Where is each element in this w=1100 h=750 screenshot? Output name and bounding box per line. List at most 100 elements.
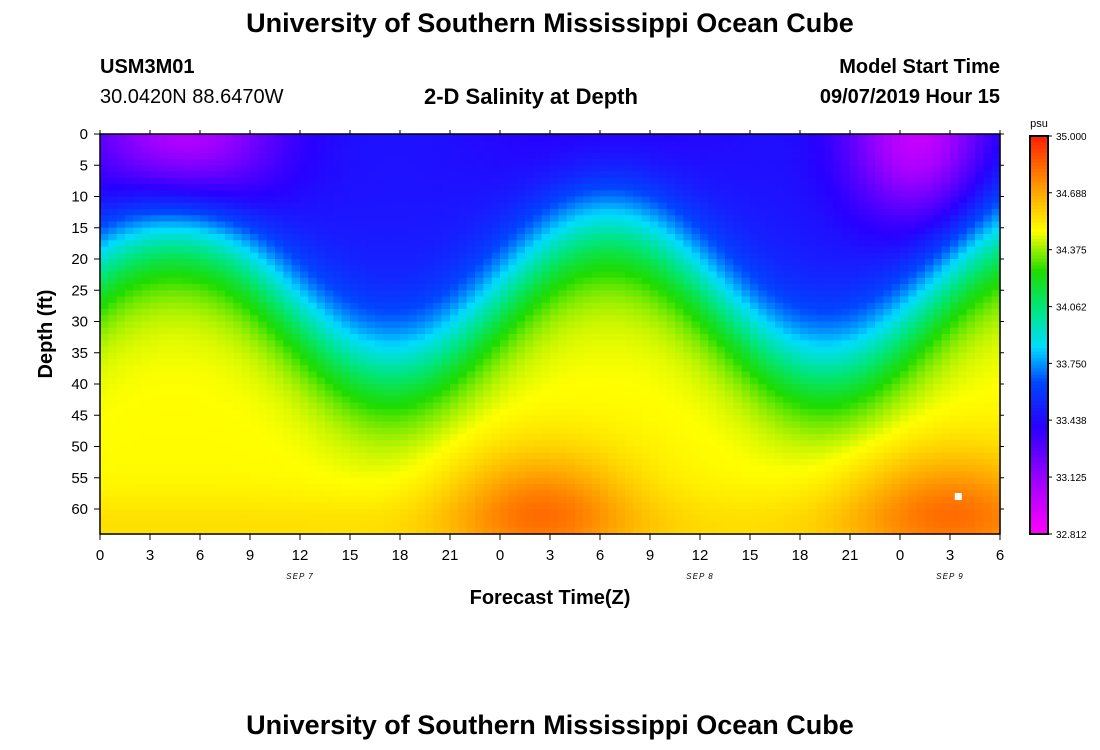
heatmap-cell <box>583 490 593 498</box>
heatmap-cell <box>125 509 134 516</box>
heatmap-cell <box>233 209 243 216</box>
heatmap-cell <box>308 465 318 473</box>
heatmap-cell <box>708 377 718 385</box>
heatmap-cell <box>125 421 134 429</box>
heatmap-cell <box>208 471 218 479</box>
heatmap-cell <box>725 384 734 391</box>
heatmap-cell <box>316 190 326 198</box>
heatmap-cell <box>533 377 543 385</box>
heatmap-cell <box>416 221 426 229</box>
heatmap-cell <box>633 277 643 285</box>
heatmap-cell <box>283 234 293 241</box>
heatmap-cell <box>591 484 601 491</box>
heatmap-cell <box>225 252 234 260</box>
heatmap-cell <box>500 190 509 198</box>
heatmap-cell <box>508 509 518 516</box>
heatmap-cell <box>350 352 359 360</box>
heatmap-cell <box>116 490 126 498</box>
heatmap-cell <box>625 190 634 198</box>
heatmap-cell <box>583 465 593 473</box>
heatmap-cell <box>683 215 693 223</box>
heatmap-cell <box>691 490 701 498</box>
heatmap-cell <box>558 177 568 185</box>
heatmap-cell <box>450 496 459 504</box>
heatmap-cell <box>675 265 684 273</box>
heatmap-cell <box>291 171 301 179</box>
heatmap-cell <box>141 509 151 516</box>
heatmap-cell <box>250 202 259 210</box>
heatmap-cell <box>491 459 501 466</box>
heatmap-cell <box>133 152 143 160</box>
heatmap-cell <box>266 434 276 441</box>
heatmap-cell <box>341 234 351 241</box>
heatmap-cell <box>658 184 668 191</box>
heatmap-cell <box>166 477 176 485</box>
heatmap-cell <box>458 246 468 254</box>
heatmap-cell <box>250 315 259 323</box>
heatmap-cell <box>316 384 326 391</box>
heatmap-cell <box>150 346 159 354</box>
heatmap-cell <box>208 184 218 191</box>
heatmap-cell <box>516 402 526 410</box>
heatmap-cell <box>441 402 451 410</box>
heatmap-cell <box>133 252 143 260</box>
heatmap-cell <box>625 384 634 391</box>
heatmap-cell <box>216 452 226 460</box>
heatmap-cell <box>433 327 443 335</box>
heatmap-cell <box>641 409 651 416</box>
heatmap-cell <box>608 321 618 329</box>
heatmap-cell <box>191 302 201 310</box>
heatmap-cell <box>183 384 193 391</box>
heatmap-cell <box>191 509 201 516</box>
heatmap-cell <box>366 471 376 479</box>
heatmap-cell <box>475 477 484 485</box>
heatmap-cell <box>308 421 318 429</box>
heatmap-cell <box>716 315 726 323</box>
heatmap-cell <box>408 346 418 354</box>
heatmap-cell <box>508 346 518 354</box>
heatmap-cell <box>491 215 501 223</box>
heatmap-cell <box>225 377 234 385</box>
heatmap-cell <box>241 290 251 298</box>
heatmap-cell <box>600 334 609 341</box>
heatmap-cell <box>433 434 443 441</box>
heatmap-cell <box>433 359 443 366</box>
heatmap-cell <box>175 352 184 360</box>
heatmap-cell <box>116 509 126 516</box>
heatmap-cell <box>475 246 484 254</box>
heatmap-cell <box>633 421 643 429</box>
heatmap-cell <box>350 134 359 141</box>
heatmap-cell <box>550 171 559 179</box>
heatmap-cell <box>658 415 668 423</box>
heatmap-cell <box>125 209 134 216</box>
heatmap-cell <box>191 421 201 429</box>
heatmap-cell <box>483 459 493 466</box>
heatmap-cell <box>525 365 534 373</box>
heatmap-cell <box>716 284 726 291</box>
heatmap-cell <box>275 415 284 423</box>
heatmap-cell <box>541 252 551 260</box>
heatmap-cell <box>141 177 151 185</box>
heatmap-cell <box>333 384 343 391</box>
heatmap-cell <box>266 402 276 410</box>
heatmap-cell <box>508 352 518 360</box>
heatmap-cell <box>675 440 684 448</box>
heatmap-cell <box>341 396 351 404</box>
heatmap-cell <box>541 190 551 198</box>
heatmap-cell <box>583 440 593 448</box>
heatmap-cell <box>558 477 568 485</box>
heatmap-cell <box>283 215 293 223</box>
heatmap-cell <box>650 177 659 185</box>
heatmap-cell <box>608 421 618 429</box>
heatmap-cell <box>250 302 259 310</box>
heatmap-cell <box>583 302 593 310</box>
heatmap-cell <box>433 334 443 341</box>
heatmap-cell <box>150 240 159 248</box>
heatmap-cell <box>566 134 576 141</box>
heatmap-cell <box>666 146 676 154</box>
heatmap-cell <box>666 409 676 416</box>
heatmap-cell <box>533 252 543 260</box>
heatmap-cell <box>333 402 343 410</box>
heatmap-cell <box>116 271 126 279</box>
heatmap-cell <box>583 327 593 335</box>
